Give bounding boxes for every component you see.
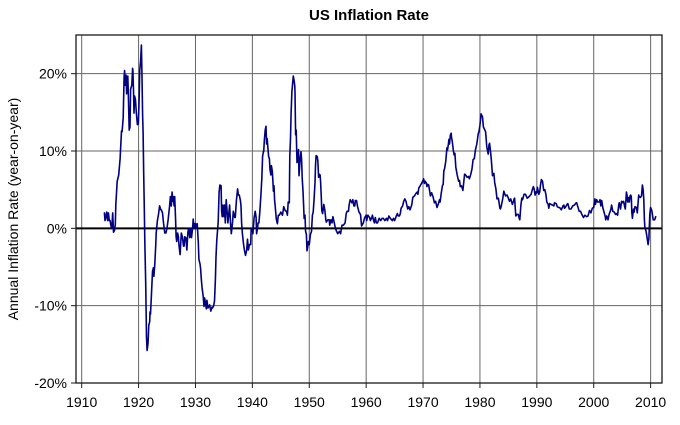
tick-labels: 1910 1920 1930 1940 1950 1960 1970 1980 1990 2000… (34, 66, 666, 410)
x-tick-label: 2010 (635, 394, 666, 410)
x-tick-label: 2000 (578, 394, 609, 410)
x-tick-label: 1940 (237, 394, 268, 410)
gridlines (76, 35, 662, 383)
y-tick-label: 10% (39, 143, 67, 159)
y-tick-label: -20% (34, 375, 67, 391)
data-series (103, 44, 657, 352)
x-tick-label: 1970 (407, 394, 438, 410)
x-tick-label: 1910 (66, 394, 97, 410)
inflation-line (103, 44, 657, 352)
x-tick-label: 1950 (294, 394, 325, 410)
x-tick-label: 1960 (351, 394, 382, 410)
x-tick-label: 1920 (123, 394, 154, 410)
y-tick-label: -10% (34, 298, 67, 314)
x-tick-label: 1980 (464, 394, 495, 410)
axes (71, 34, 663, 388)
x-tick-label: 1990 (521, 394, 552, 410)
y-tick-label: 20% (39, 66, 67, 82)
y-tick-label: 0% (47, 220, 67, 236)
chart-title: US Inflation Rate (308, 7, 429, 24)
plot-border (75, 34, 663, 384)
x-tick-label: 1930 (180, 394, 211, 410)
